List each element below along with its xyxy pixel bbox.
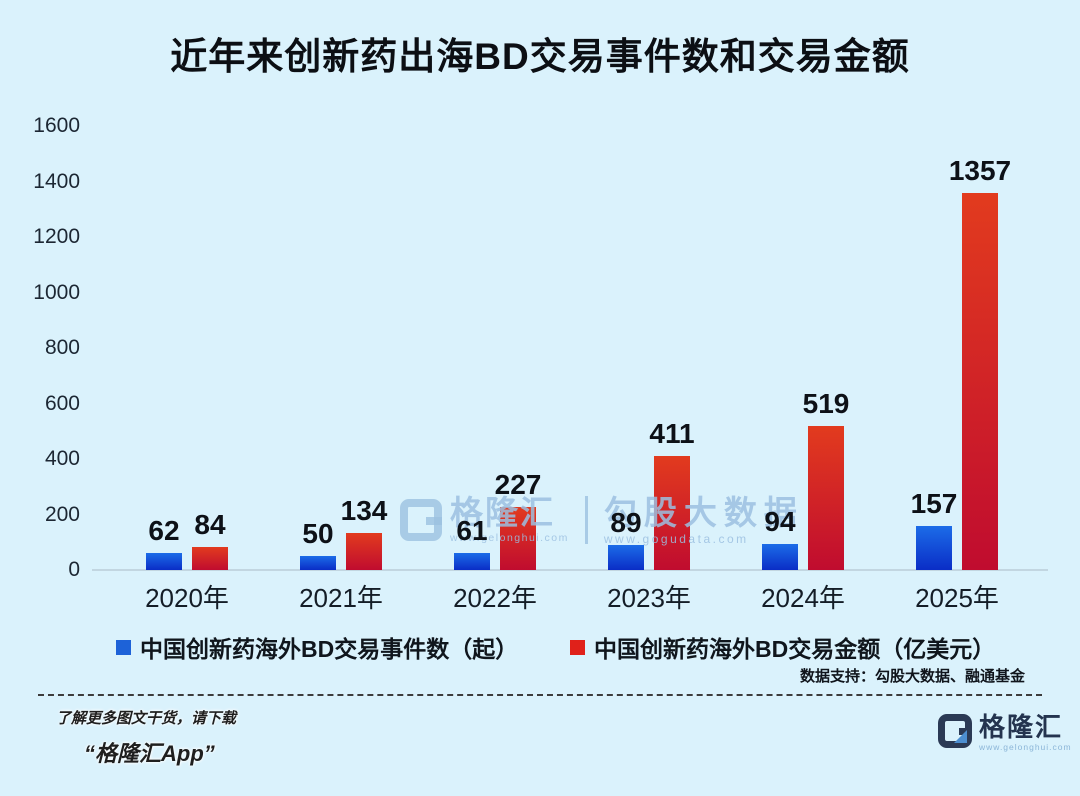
y-axis-tick-1000: 1000: [33, 280, 80, 304]
value-label-events-2023年: 89: [610, 507, 642, 538]
bar-events-2020年: [146, 553, 182, 570]
x-axis-label-2023年: 2023年: [607, 583, 691, 613]
legend-item-events: 中国创新药海外BD交易事件数（起）: [116, 630, 518, 664]
bar-events-2023年: [608, 545, 644, 570]
value-label-events-2025年: 157: [910, 488, 958, 519]
legend-label-events: 中国创新药海外BD交易事件数（起）: [140, 636, 519, 662]
y-axis-tick-200: 200: [44, 502, 80, 526]
y-axis-tick-0: 0: [68, 558, 80, 581]
footer-logo-text: 格隆汇: [979, 712, 1064, 742]
legend-label-amount: 中国创新药海外BD交易金额（亿美元）: [594, 636, 996, 662]
x-axis-label-2020年: 2020年: [145, 583, 229, 613]
watermark: 格隆汇 www.gelonghui.com 勾股大数据 www.gogudata…: [400, 496, 804, 546]
bar-amount-2020年: [192, 547, 228, 570]
app-promo: 了解更多图文干货，请下载 “格隆汇App”: [56, 707, 236, 768]
x-axis-label-2022年: 2022年: [453, 583, 537, 613]
bar-events-2024年: [762, 544, 798, 570]
watermark-brand-url: www.gelonghui.com: [450, 532, 569, 544]
watermark-brand: 格隆汇: [450, 494, 555, 531]
y-axis-tick-400: 400: [44, 447, 80, 470]
bar-amount-2024年: [808, 426, 844, 570]
watermark-partner-url: www.gogudata.com: [603, 532, 749, 546]
x-axis-baseline: [92, 569, 1048, 571]
footer-logo-url: www.gelonghui.com: [979, 742, 1072, 752]
y-axis-tick-1600: 1600: [33, 114, 80, 137]
bar-amount-2023年: [654, 456, 690, 570]
y-axis-tick-1400: 1400: [33, 169, 80, 193]
value-label-events-2024年: 94: [764, 506, 796, 537]
promo-line2: “格隆汇App”: [84, 741, 215, 766]
value-label-amount-2021年: 134: [340, 495, 388, 526]
value-label-amount-2023年: 411: [649, 418, 695, 449]
bar-amount-2021年: [346, 533, 382, 570]
watermark-divider: [584, 496, 588, 544]
dashed-divider: [38, 694, 1042, 696]
legend-swatch-blue: [116, 639, 131, 655]
value-label-events-2021年: 50: [302, 518, 334, 549]
y-axis-tick-600: 600: [44, 391, 80, 415]
watermark-partner: 勾股大数据: [603, 494, 804, 531]
gelonghui-g-icon: [938, 714, 972, 748]
gelonghui-footer-logo: 格隆汇 www.gelonghui.com: [938, 714, 1072, 752]
bar-events-2022年: [454, 553, 490, 570]
value-label-events-2020年: 62: [148, 515, 180, 546]
x-axis-label-2021年: 2021年: [299, 583, 383, 613]
legend-item-amount: 中国创新药海外BD交易金额（亿美元）: [570, 630, 995, 664]
y-axis-tick-800: 800: [44, 336, 80, 359]
bar-amount-2025年: [962, 193, 998, 570]
y-axis-tick-1200: 1200: [33, 225, 80, 248]
bar-events-2021年: [300, 556, 336, 570]
promo-line1: 了解更多图文干货，请下载: [56, 710, 237, 727]
value-label-amount-2024年: 519: [802, 388, 850, 419]
bar-events-2025年: [916, 526, 952, 570]
bar-amount-2022年: [500, 507, 536, 570]
value-label-amount-2020年: 84: [194, 509, 226, 540]
value-label-events-2022年: 61: [456, 515, 488, 546]
value-label-amount-2025年: 1357: [948, 155, 1012, 186]
x-axis-label-2025年: 2025年: [915, 583, 999, 613]
page-title: 近年来创新药出海BD交易事件数和交易金额: [170, 36, 910, 77]
x-axis-label-2024年: 2024年: [761, 583, 845, 613]
data-source-note: 数据支持：勾股大数据、融通基金: [799, 668, 1025, 685]
legend-swatch-red: [570, 639, 585, 655]
gelonghui-logo-icon: [400, 499, 442, 541]
value-label-amount-2022年: 227: [494, 469, 542, 500]
